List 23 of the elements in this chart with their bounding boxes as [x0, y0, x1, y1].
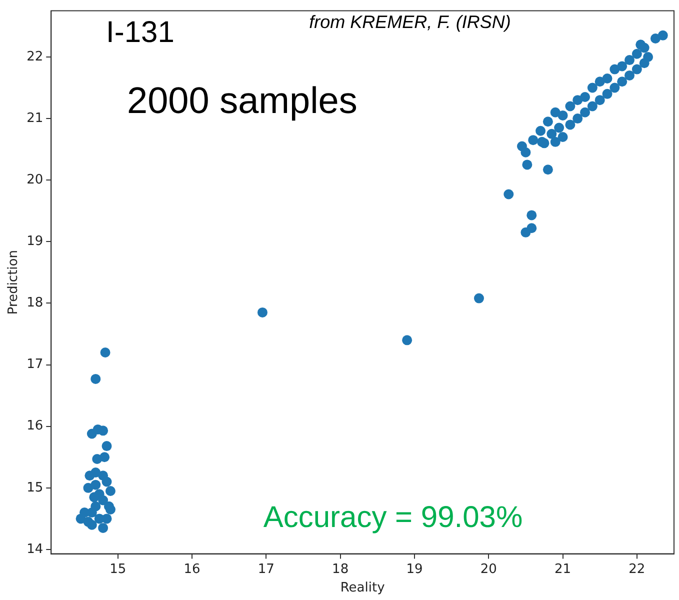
y-tick-label: 22 — [26, 49, 44, 64]
x-tick-label: 18 — [332, 562, 349, 577]
x-tick-label: 20 — [480, 562, 497, 577]
y-tick-label: 15 — [26, 480, 44, 496]
annotation: from KREMER, F. (IRSN) — [309, 12, 511, 32]
x-tick-label: 21 — [554, 562, 572, 577]
x-tick-label: 22 — [628, 562, 646, 577]
x-tick-label: 19 — [406, 562, 423, 577]
y-axis-title: Prediction — [6, 250, 22, 315]
x-tick-label: 17 — [258, 562, 274, 577]
y-tick-label: 14 — [26, 542, 44, 557]
y-tick-label: 18 — [26, 296, 44, 311]
x-tick-label: 16 — [184, 562, 200, 577]
y-tick-label: 17 — [26, 357, 44, 372]
y-tick-label: 16 — [26, 418, 44, 434]
annotation: Accuracy = 99.03% — [263, 501, 523, 534]
y-tick-label: 20 — [26, 172, 44, 188]
x-axis-title: Reality — [340, 580, 386, 596]
y-tick-label: 19 — [26, 234, 44, 250]
x-tick-label: 15 — [110, 562, 126, 577]
annotation: 2000 samples — [127, 80, 358, 121]
y-tick-label: 21 — [26, 110, 44, 126]
annotation: I-131 — [106, 16, 174, 49]
